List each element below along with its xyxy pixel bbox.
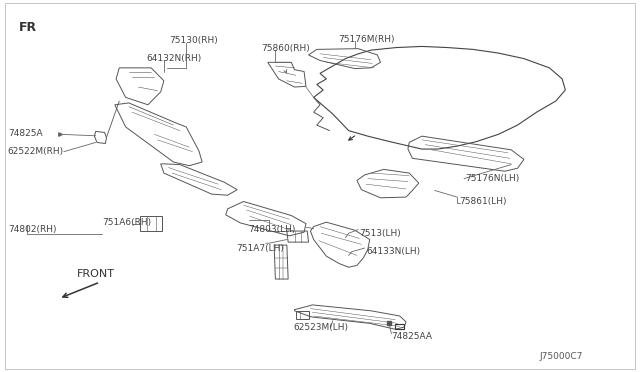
Text: 74825A: 74825A <box>8 129 42 138</box>
Text: FR: FR <box>19 21 37 34</box>
Text: 62523M(LH): 62523M(LH) <box>293 323 348 331</box>
Text: 64133N(LH): 64133N(LH) <box>366 247 420 256</box>
Text: 75861(LH): 75861(LH) <box>459 197 506 206</box>
Text: 75130(RH): 75130(RH) <box>169 36 218 45</box>
Text: 7513(LH): 7513(LH) <box>360 229 401 238</box>
Text: 751A7(LH): 751A7(LH) <box>236 244 284 253</box>
Text: 64132N(RH): 64132N(RH) <box>147 54 202 63</box>
Text: 74803(LH): 74803(LH) <box>248 225 296 234</box>
Text: 75176M(RH): 75176M(RH) <box>338 35 394 44</box>
Text: 75860(RH): 75860(RH) <box>261 44 310 53</box>
Text: FRONT: FRONT <box>77 269 115 279</box>
Text: 62522M(RH): 62522M(RH) <box>8 147 64 156</box>
Text: 75176N(LH): 75176N(LH) <box>465 174 520 183</box>
Text: 751A6(RH): 751A6(RH) <box>102 218 151 227</box>
Text: 74825AA: 74825AA <box>392 332 433 341</box>
Text: 74802(RH): 74802(RH) <box>8 225 56 234</box>
Text: J75000C7: J75000C7 <box>540 352 583 361</box>
